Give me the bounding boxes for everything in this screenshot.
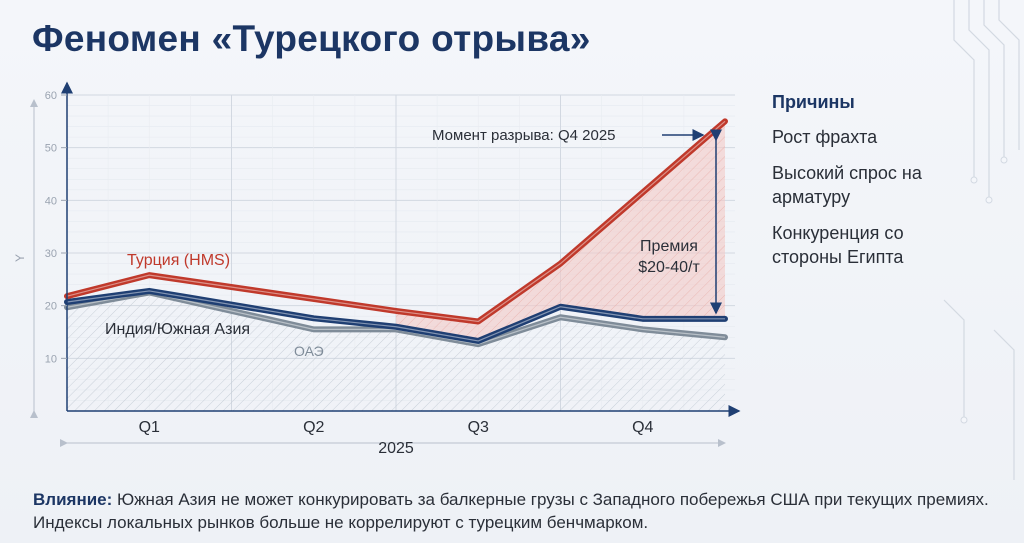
impact-note: Влияние: Южная Азия не может конкурирова… [33,488,1013,534]
series-line-turkey [64,118,728,325]
label-india: Индия/Южная Азия [105,321,250,338]
reasons-panel: Причины Рост фрахта Высокий спрос на арм… [772,92,972,281]
circuit-decoration [943,0,1020,480]
x-tick-label: Q4 [632,419,653,436]
x-tick-label: Q2 [303,419,324,436]
page-title: Феномен «Турецкого отрыва» [32,18,591,59]
impact-label: Влияние: [33,490,113,509]
x-tick-label: Q1 [139,419,160,436]
label-turkey: Турция (HMS) [127,252,230,269]
series-highlight-turkey [66,120,726,323]
x-tick-label: Q3 [468,419,489,436]
break-moment-annotation: Момент разрыва: Q4 2025 [432,127,616,144]
label-uae: ОАЭ [294,343,324,359]
y-axis-label: Y [13,254,27,262]
y-tick-label: 30 [45,248,57,260]
reasons-heading: Причины [772,92,855,112]
x-axis-label: 2025 [378,440,414,457]
reason-item: Высокий спрос на арматуру [772,163,922,207]
y-tick-label: 60 [45,90,57,102]
reason-item: Рост фрахта [772,127,878,147]
premium-area-hatch [396,121,725,341]
y-tick-label: 40 [45,195,57,207]
hatched-base-area [67,292,725,411]
premium-label-2: $20-40/т [638,259,700,276]
y-tick-label: 50 [45,143,57,155]
y-tick-label: 20 [45,301,57,313]
y-tick-label: 10 [45,353,57,365]
reason-item: Конкуренция со стороны Египта [772,223,904,267]
impact-text: Южная Азия не может конкурировать за бал… [33,490,989,532]
premium-label-1: Премия [640,238,698,255]
